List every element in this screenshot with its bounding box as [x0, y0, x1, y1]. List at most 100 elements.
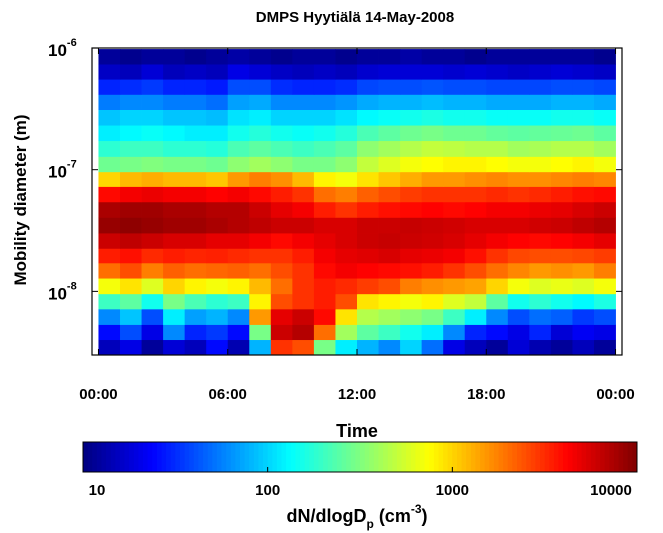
heat-cell: [507, 278, 530, 295]
heat-cell: [249, 186, 272, 203]
heat-cell: [357, 217, 379, 234]
heat-cell: [249, 140, 272, 157]
heat-cell: [400, 79, 423, 95]
heat-cell: [141, 233, 164, 249]
heat-cell: [378, 156, 401, 173]
heat-cell: [120, 171, 142, 187]
heat-cell: [184, 262, 207, 279]
heat-cell: [529, 79, 552, 95]
heat-cell: [443, 79, 466, 95]
heat-cell: [421, 171, 444, 187]
heat-cell: [357, 339, 379, 355]
heat-cell: [443, 49, 466, 65]
heat-cell: [572, 217, 595, 234]
heat-cell: [120, 262, 142, 279]
heat-cell: [227, 64, 250, 80]
colorbar-segment: [567, 442, 573, 472]
heat-cell: [593, 186, 616, 203]
heat-cell: [249, 125, 272, 142]
heat-cell: [443, 308, 466, 325]
heat-cell: [335, 217, 358, 234]
heat-cell: [270, 324, 293, 341]
heat-cell: [141, 201, 164, 218]
heat-cell: [378, 201, 401, 218]
heat-cell: [507, 248, 530, 264]
colorbar-segment: [276, 442, 283, 472]
heat-cell: [184, 49, 207, 65]
heat-cell: [443, 171, 466, 187]
heat-cell: [529, 201, 552, 218]
heat-cell: [163, 125, 186, 142]
heat-cell: [357, 308, 379, 325]
heat-cell: [335, 233, 358, 249]
heat-cell: [357, 201, 379, 218]
colorbar-segment: [516, 442, 523, 472]
heat-cell: [335, 79, 358, 95]
heat-cell: [550, 49, 573, 65]
colorbar-segment: [101, 442, 107, 472]
heat-cell: [227, 278, 250, 295]
heat-cell: [464, 64, 487, 80]
colorbar-segment: [540, 442, 546, 472]
colorbar-segment: [147, 442, 153, 472]
heat-cell: [98, 125, 121, 142]
heat-cell: [270, 233, 293, 249]
y-tick-label: 10-7: [48, 159, 77, 182]
heat-cell: [486, 233, 509, 249]
colorbar-segment: [152, 442, 158, 472]
colorbar-segment: [383, 442, 389, 472]
colorbar-segment: [230, 442, 236, 472]
heat-cell: [443, 217, 466, 234]
heat-cell: [249, 339, 272, 355]
heat-cell: [98, 109, 121, 126]
heat-cell: [227, 109, 250, 126]
heat-cell: [400, 94, 423, 110]
heat-cell: [357, 171, 379, 187]
heat-cell: [464, 186, 487, 203]
heat-cell: [550, 248, 573, 264]
colorbar-segment: [272, 442, 278, 472]
colorbar-tick-label: 1000: [436, 482, 469, 499]
heat-cell: [593, 248, 616, 264]
y-tick-label: 10-6: [48, 37, 77, 60]
heat-cell: [163, 186, 186, 203]
heat-cell: [206, 262, 229, 279]
heat-cell: [400, 248, 423, 264]
heat-cell: [572, 125, 595, 142]
colorbar-segment: [258, 442, 264, 472]
heat-cell: [98, 79, 121, 95]
heat-cell: [572, 293, 595, 310]
colorbar-segment: [503, 442, 509, 472]
heat-cell: [292, 109, 315, 126]
heat-cell: [163, 49, 186, 65]
heat-cell: [357, 293, 379, 310]
colorbar-segment: [87, 442, 93, 472]
heat-cell: [98, 94, 121, 110]
heat-cell: [270, 308, 293, 325]
x-tick-label: 12:00: [338, 386, 376, 403]
heat-cell: [184, 233, 207, 249]
heat-cell: [184, 324, 207, 341]
heat-cell: [529, 171, 552, 187]
heat-cell: [400, 171, 423, 187]
colorbar-segment: [507, 442, 513, 472]
colorbar-segment: [530, 442, 536, 472]
colorbar-segment: [553, 442, 560, 472]
heat-cell: [270, 94, 293, 110]
heat-cell: [270, 156, 293, 173]
heat-cell: [507, 125, 530, 142]
heat-cell: [400, 125, 423, 142]
heat-cell: [357, 64, 379, 80]
heat-cell: [206, 171, 229, 187]
colorbar-segment: [424, 442, 430, 472]
heat-cell: [206, 248, 229, 264]
colorbar-segment: [106, 442, 112, 472]
heat-cell: [593, 278, 616, 295]
heat-cell: [486, 324, 509, 341]
heat-cell: [421, 308, 444, 325]
heat-cell: [335, 248, 358, 264]
heat-cell: [292, 49, 315, 65]
heat-cell: [378, 217, 401, 234]
heat-cell: [357, 324, 379, 341]
heat-cell: [550, 217, 573, 234]
